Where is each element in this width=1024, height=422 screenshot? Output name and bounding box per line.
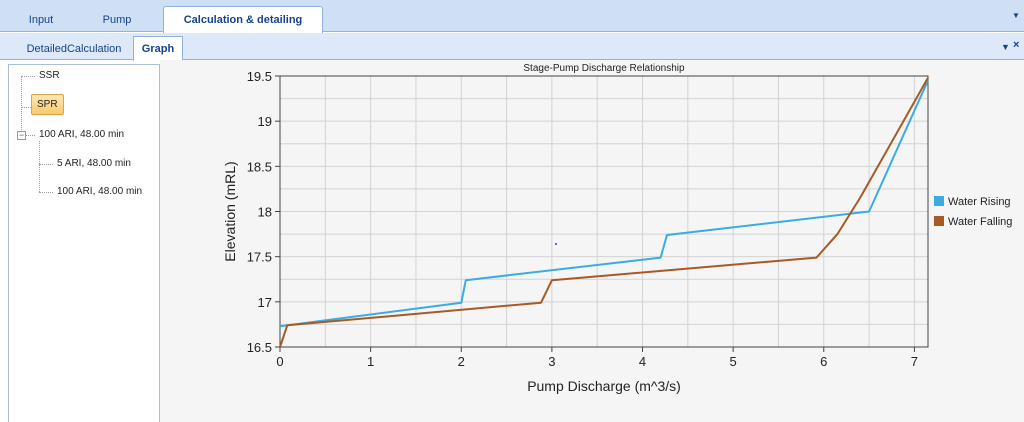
y-tick-label: 17.5 (247, 250, 272, 265)
tree-item-spr[interactable]: SPR (31, 94, 64, 115)
x-tick-label: 3 (548, 354, 555, 369)
x-tick-label: 2 (458, 354, 465, 369)
tree-connector (21, 107, 31, 108)
x-tick-label: 0 (276, 354, 283, 369)
legend-label: Water Falling (948, 216, 1012, 228)
tree-item-100-ari-parent[interactable]: 100 ARI, 48.00 min (39, 129, 125, 140)
chart-ticks: 0 1 2 3 4 5 6 7 16.5 17 17.5 18 18.5 19 19.5 (247, 69, 918, 369)
tab-input[interactable]: Input (28, 14, 54, 26)
tab-calculation-detailing[interactable]: Calculation & detailing (163, 6, 323, 33)
tree-item-5-ari[interactable]: 5 ARI, 48.00 min (57, 158, 131, 169)
legend-swatch (934, 216, 944, 226)
tree-connector (21, 76, 35, 77)
chart-grid (280, 76, 928, 347)
x-tick-label: 7 (911, 354, 918, 369)
y-tick-label: 18.5 (247, 159, 272, 174)
main-tab-strip: Input Pump Calculation & detailing ▼ (0, 0, 1024, 33)
tree-connector (26, 135, 35, 136)
tab-list-dropdown-icon[interactable]: ▼ (1012, 11, 1020, 20)
y-tick-label: 17 (258, 295, 272, 310)
tree-connector (39, 192, 53, 193)
scenario-tree: SSR SPR − 100 ARI, 48.00 min 5 ARI, 48.0… (8, 64, 160, 422)
series-line-water-rising (279, 80, 929, 328)
y-tick-label: 18 (258, 205, 272, 220)
legend-swatch (934, 196, 944, 206)
tab-detailed-calculation[interactable]: DetailedCalculation (26, 43, 122, 55)
tab-pump[interactable]: Pump (102, 14, 132, 26)
stray-point-marker (555, 243, 557, 245)
y-tick-label: 19 (258, 114, 272, 129)
legend-label: Water Rising (948, 196, 1011, 208)
y-tick-label: 16.5 (247, 340, 272, 355)
tab-graph[interactable]: Graph (133, 36, 183, 61)
chart-area: 0 1 2 3 4 5 6 7 16.5 17 17.5 18 18.5 19 19.5 Stage-Pum… (160, 60, 1024, 422)
chart-series (279, 77, 929, 348)
x-axis-label: Pump Discharge (m^3/s) (527, 378, 681, 394)
close-icon[interactable]: × (1013, 39, 1020, 51)
sub-tab-strip: DetailedCalculation Graph ▼ × (0, 33, 1024, 61)
x-tick-label: 5 (730, 354, 737, 369)
stage-discharge-chart: 0 1 2 3 4 5 6 7 16.5 17 17.5 18 18.5 19 19.5 Stage-Pum… (222, 63, 1012, 394)
chart-legend: Water Rising Water Falling (934, 196, 1012, 228)
y-tick-label: 19.5 (247, 69, 272, 84)
x-tick-label: 4 (639, 354, 646, 369)
tree-connector (21, 76, 22, 136)
tree-connector (39, 141, 40, 192)
sub-tab-dropdown-icon[interactable]: ▼ (1001, 42, 1010, 52)
tree-item-ssr[interactable]: SSR (39, 70, 60, 81)
x-tick-label: 6 (820, 354, 827, 369)
tree-connector (39, 164, 53, 165)
y-axis-label: Elevation (mRL) (222, 161, 238, 261)
collapse-icon[interactable]: − (17, 130, 26, 140)
series-line-water-falling (279, 77, 929, 348)
x-tick-label: 1 (367, 354, 374, 369)
chart-title: Stage-Pump Discharge Relationship (523, 63, 685, 74)
tree-item-100-ari-child[interactable]: 100 ARI, 48.00 min (57, 186, 143, 197)
